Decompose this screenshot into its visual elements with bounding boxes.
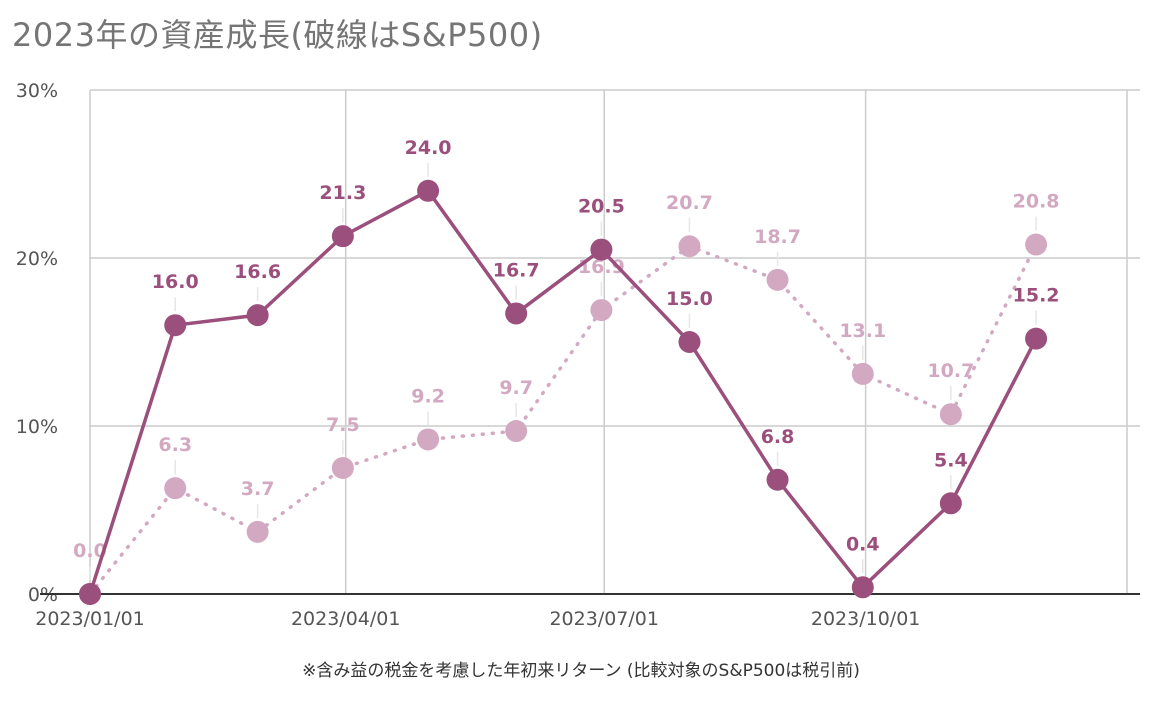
data-point (331, 225, 354, 248)
data-label: 10.7 (927, 360, 974, 382)
x-tick-label: 2023/10/01 (811, 608, 921, 630)
data-label: 9.2 (411, 385, 445, 407)
data-label: 16.7 (493, 259, 540, 281)
data-label: 24.0 (405, 137, 452, 159)
data-point (505, 420, 528, 443)
x-tick-label: 2023/01/01 (35, 608, 145, 630)
data-label: 5.4 (934, 449, 968, 471)
data-label: 9.7 (499, 377, 533, 399)
x-tick-label: 2023/07/01 (549, 608, 659, 630)
data-point (939, 403, 962, 426)
data-point (331, 457, 354, 479)
data-label: 18.7 (754, 226, 801, 248)
data-point (164, 477, 187, 500)
data-point (851, 362, 874, 385)
data-label: 20.7 (666, 192, 713, 214)
data-point (766, 468, 789, 491)
data-point (590, 299, 613, 322)
data-label: 13.1 (839, 320, 886, 342)
x-tick-label: 2023/04/01 (291, 608, 401, 630)
data-point (164, 314, 187, 337)
data-point (1025, 327, 1048, 350)
data-label: 20.5 (578, 196, 625, 218)
data-point (1025, 233, 1048, 256)
data-point (79, 583, 101, 605)
line-chart: 0%10%20%30%2023/01/01 2023/04/01 2023/07/0… (16, 80, 1140, 630)
data-label: 3.7 (241, 478, 275, 500)
data-point (939, 492, 962, 515)
data-label: 0.4 (846, 533, 880, 555)
data-label: 6.3 (158, 434, 192, 456)
chart-title: 2023年の資産成長(破線はS&P500) (12, 16, 543, 54)
data-point (417, 428, 440, 451)
data-point (678, 235, 701, 258)
data-point (505, 302, 528, 325)
data-point (678, 331, 701, 353)
data-label: 6.8 (761, 426, 795, 448)
footnote: ※含み益の税金を考慮した年初来リターン (比較対象のS&P500は税引前) (302, 661, 860, 681)
data-label: 21.3 (319, 182, 366, 204)
data-point (590, 238, 613, 261)
data-point (851, 576, 874, 599)
data-point (417, 179, 440, 202)
data-point (246, 520, 269, 543)
series-line-sp500 (88, 242, 1038, 596)
y-tick-label: 10% (16, 416, 58, 438)
data-label: 7.5 (326, 414, 360, 436)
data-label: 16.6 (234, 261, 281, 283)
y-tick-label: 20% (16, 248, 58, 270)
data-label: 15.0 (666, 288, 713, 310)
data-label: 20.8 (1013, 191, 1060, 213)
data-label: 16.0 (152, 271, 199, 293)
data-point (246, 304, 269, 327)
y-tick-label: 30% (16, 80, 58, 102)
data-label: 0.0 (73, 540, 107, 562)
data-point (766, 268, 789, 291)
data-label: 15.2 (1013, 285, 1060, 307)
series-line-portfolio (88, 189, 1038, 596)
